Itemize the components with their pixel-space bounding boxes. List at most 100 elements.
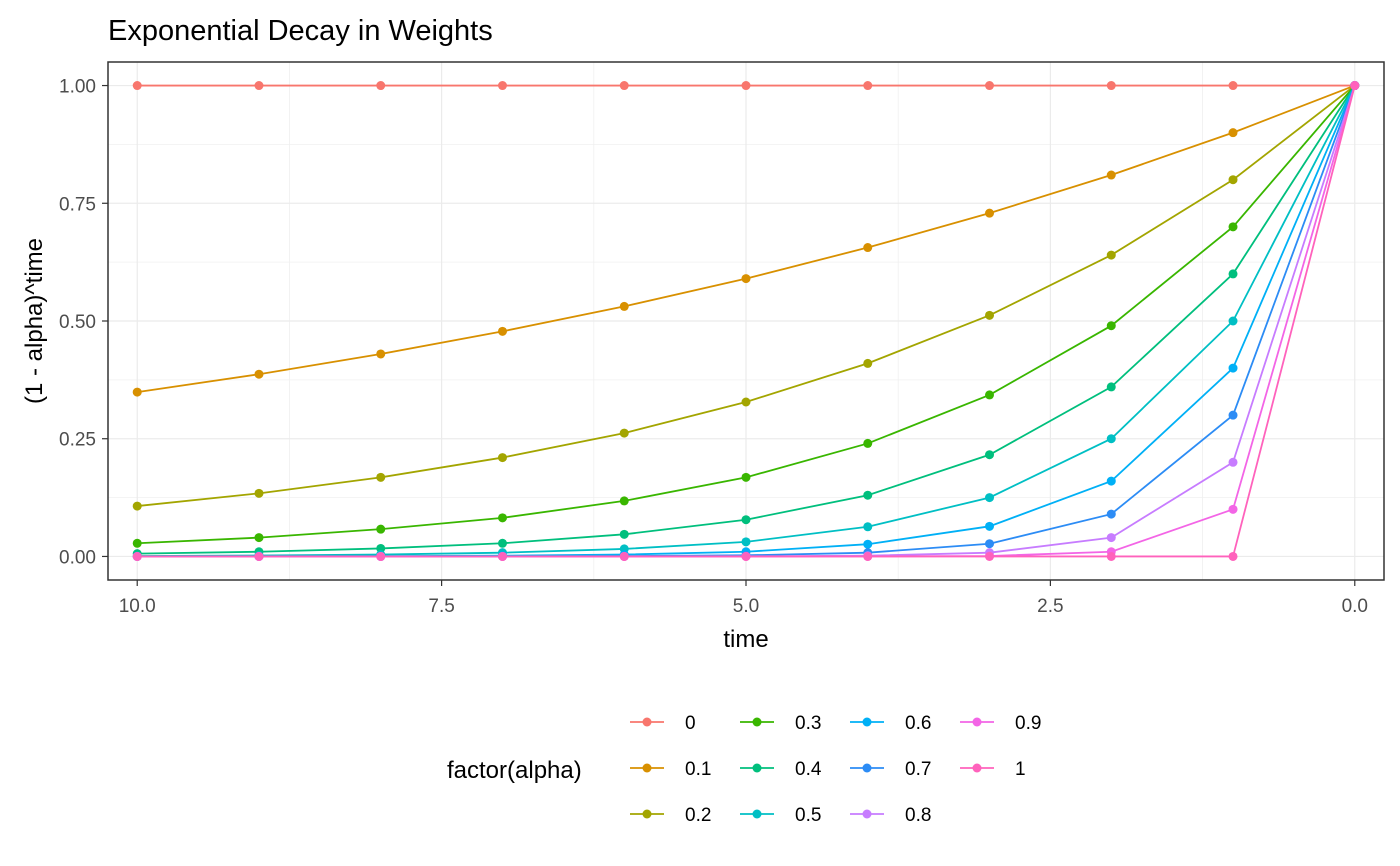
data-point: [497, 538, 507, 548]
x-tick-label: 7.5: [428, 596, 454, 617]
data-point: [497, 551, 507, 561]
series-1: [132, 81, 1360, 561]
data-point: [1106, 81, 1116, 91]
data-point: [741, 515, 751, 525]
legend-item-0.7: 0.7: [850, 759, 931, 780]
data-point: [1106, 509, 1116, 519]
data-point: [985, 390, 995, 400]
series-0.1: [132, 81, 1360, 397]
data-point: [619, 551, 629, 561]
data-point: [985, 208, 995, 218]
data-point: [1228, 504, 1238, 514]
legend-label: 1: [1015, 759, 1026, 780]
legend-label: 0.1: [685, 759, 711, 780]
data-point: [1106, 476, 1116, 486]
legend-item-0.5: 0.5: [740, 805, 821, 826]
legend-item-0: 0: [630, 713, 696, 734]
data-point: [741, 274, 751, 284]
data-point: [1106, 551, 1116, 561]
legend-key-point: [862, 717, 872, 727]
x-tick-label: 0.0: [1342, 596, 1368, 617]
legend-label: 0.9: [1015, 713, 1041, 734]
data-point: [863, 522, 873, 532]
legend-item-0.9: 0.9: [960, 713, 1041, 734]
x-tick-label: 5.0: [733, 596, 759, 617]
legend-key-point: [642, 763, 652, 773]
data-point: [741, 81, 751, 91]
data-point: [132, 81, 142, 91]
data-point: [132, 501, 142, 511]
data-point: [376, 472, 386, 482]
legend-key-point: [752, 809, 762, 819]
legend-label: 0.4: [795, 759, 822, 780]
data-point: [985, 521, 995, 531]
data-point: [1228, 363, 1238, 373]
legend: factor(alpha) 0 0.1 0.2 0.3 0.4 0.5 0.6 0.7 0.8 0…: [447, 713, 1041, 826]
legend-label: 0.3: [795, 713, 821, 734]
data-point: [619, 529, 629, 539]
data-point: [254, 81, 264, 91]
data-point: [741, 397, 751, 407]
legend-label: 0.8: [905, 805, 931, 826]
data-point: [1228, 128, 1238, 138]
data-point: [1106, 382, 1116, 392]
data-point: [1228, 457, 1238, 467]
data-point: [376, 524, 386, 534]
data-point: [863, 438, 873, 448]
data-point: [619, 428, 629, 438]
legend-label: 0.7: [905, 759, 931, 780]
legend-item-0.3: 0.3: [740, 713, 821, 734]
legend-title: factor(alpha): [447, 757, 582, 784]
data-point: [741, 551, 751, 561]
legend-label: 0.6: [905, 713, 931, 734]
series-group: [132, 81, 1360, 561]
legend-key-point: [972, 717, 982, 727]
data-point: [619, 496, 629, 506]
data-point: [376, 349, 386, 359]
legend-item-0.1: 0.1: [630, 759, 711, 780]
data-point: [985, 310, 995, 320]
data-point: [1228, 551, 1238, 561]
data-point: [497, 513, 507, 523]
data-point: [1106, 434, 1116, 444]
data-point: [1228, 81, 1238, 91]
data-point: [1228, 222, 1238, 232]
legend-key-point: [752, 763, 762, 773]
y-tick-label: 0.75: [59, 194, 96, 215]
data-point: [985, 81, 995, 91]
chart-title: Exponential Decay in Weights: [108, 15, 493, 47]
x-tick-label: 10.0: [119, 596, 156, 617]
data-point: [254, 551, 264, 561]
legend-item-0.4: 0.4: [740, 759, 822, 780]
legend-item-1: 1: [960, 759, 1026, 780]
data-point: [132, 538, 142, 548]
data-point: [376, 81, 386, 91]
x-axis-title: time: [723, 626, 768, 653]
data-point: [863, 81, 873, 91]
data-point: [497, 453, 507, 463]
legend-item-0.2: 0.2: [630, 805, 711, 826]
data-point: [741, 472, 751, 482]
data-point: [985, 493, 995, 503]
legend-item-0.8: 0.8: [850, 805, 931, 826]
legend-label: 0.5: [795, 805, 821, 826]
data-point: [985, 450, 995, 460]
data-point: [1106, 321, 1116, 331]
data-point: [985, 539, 995, 549]
data-point: [1228, 316, 1238, 326]
y-tick-label: 1.00: [59, 77, 96, 98]
data-point: [619, 301, 629, 311]
data-point: [132, 387, 142, 397]
legend-label: 0.2: [685, 805, 711, 826]
legend-key-point: [642, 717, 652, 727]
legend-item-0.6: 0.6: [850, 713, 931, 734]
data-point: [863, 539, 873, 549]
data-point: [1228, 269, 1238, 279]
x-axis: 10.0 7.5 5.0 2.5 0.0: [119, 580, 1368, 617]
data-point: [863, 551, 873, 561]
data-point: [1228, 175, 1238, 185]
data-point: [497, 81, 507, 91]
data-point: [254, 369, 264, 379]
data-point: [1228, 410, 1238, 420]
